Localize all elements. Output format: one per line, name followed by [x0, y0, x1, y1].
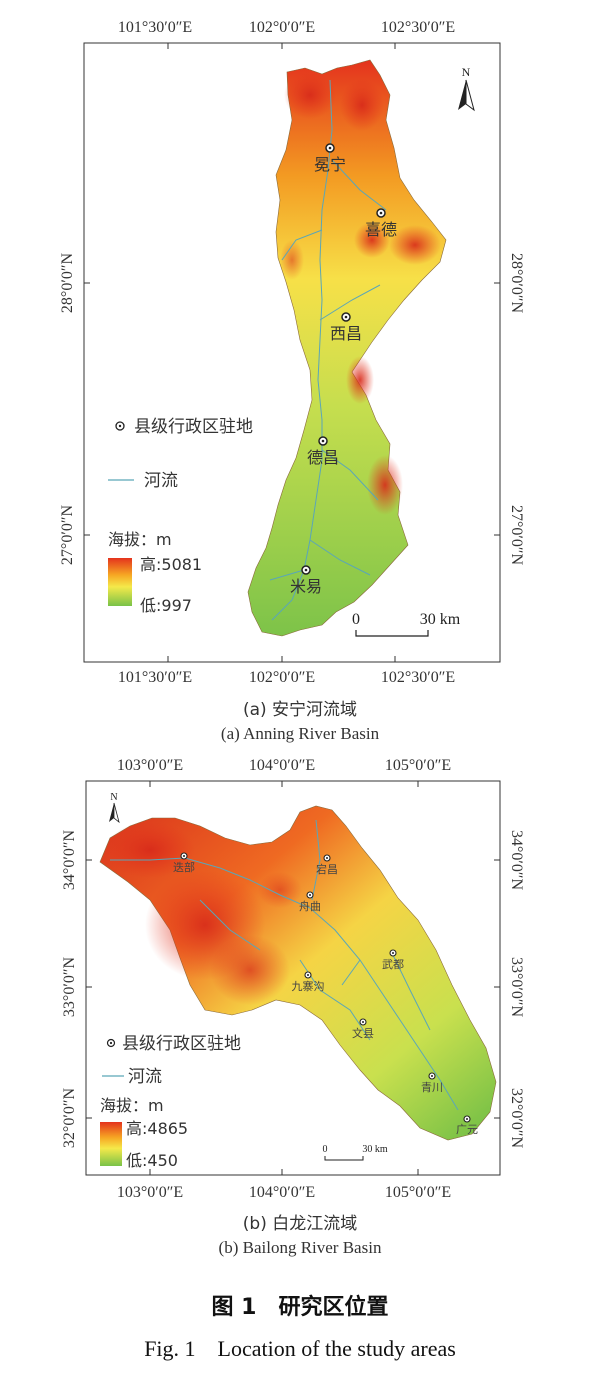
map-bailong: 103°0′0″E 104°0′0″E 105°0′0″E 103°0′0″E …	[61, 757, 525, 1201]
map-a-scale-bar: 0 30 km	[352, 611, 461, 637]
town-xichang: 西昌	[330, 312, 362, 343]
map-b-bottom-lon-3: 105°0′0″E	[385, 1184, 451, 1201]
town-zhouqu: 舟曲	[299, 891, 321, 913]
map-b-right-lat-3: 32°0′0″N	[508, 1088, 525, 1149]
map-b-ticks	[86, 781, 500, 1175]
legend-seat-label: 县级行政区驻地	[134, 417, 253, 437]
town-dangchang: 宕昌	[316, 854, 338, 876]
svg-text:0: 0	[352, 611, 360, 628]
map-a-caption-en: (a) Anning River Basin	[221, 724, 380, 743]
map-a-bottom-lon-2: 102°0′0″E	[249, 669, 315, 686]
map-b-right-lat-2: 33°0′0″N	[508, 957, 525, 1018]
town-wenxian: 文县	[352, 1018, 374, 1040]
map-b-left-lat-2: 33°0′0″N	[61, 957, 78, 1018]
map-b-left-lat-1: 34°0′0″N	[61, 830, 78, 891]
svg-text:0: 0	[323, 1144, 328, 1155]
town-wudu: 武都	[382, 949, 404, 971]
legend-b-elev-title: 海拔：m	[100, 1096, 164, 1115]
svg-text:喜德: 喜德	[365, 220, 397, 239]
svg-text:德昌: 德昌	[307, 448, 339, 467]
map-a-left-lat-2: 27°0′0″N	[59, 505, 76, 566]
svg-text:西昌: 西昌	[330, 324, 362, 343]
map-b-towns: 迭部 宕昌 舟曲 武都 九寨沟 文县	[173, 852, 478, 1136]
town-miyi: 米易	[290, 565, 322, 596]
legend-b-seat-label: 县级行政区驻地	[122, 1034, 241, 1054]
map-a-right-lat-2: 27°0′0″N	[508, 505, 525, 566]
svg-text:文县: 文县	[352, 1026, 374, 1040]
town-mianning: 冕宁	[314, 143, 346, 174]
legend-b-high-label: 高:4865	[126, 1119, 188, 1138]
svg-text:武都: 武都	[382, 958, 404, 971]
legend-low-label: 低:997	[140, 596, 192, 615]
legend-b-low-label: 低:450	[126, 1151, 178, 1170]
legend-elev-title: 海拔：m	[108, 530, 172, 549]
svg-text:米易: 米易	[290, 577, 322, 596]
map-b-top-lon-3: 105°0′0″E	[385, 757, 451, 774]
town-dechang: 德昌	[307, 436, 339, 467]
map-b-left-lat-3: 32°0′0″N	[61, 1088, 78, 1149]
map-a-bottom-lon-3: 102°30′0″E	[381, 669, 455, 686]
svg-text:青川: 青川	[421, 1081, 443, 1094]
map-b-caption-en: (b) Bailong River Basin	[219, 1238, 382, 1257]
map-b-north-arrow: N	[109, 792, 120, 824]
map-a-top-lon-2: 102°0′0″E	[249, 19, 315, 36]
town-qingchuan: 青川	[421, 1072, 443, 1094]
map-a-relief	[280, 71, 441, 515]
map-b-bottom-lon-2: 104°0′0″E	[249, 1184, 315, 1201]
map-b-relief	[105, 822, 302, 1005]
svg-text:迭部: 迭部	[173, 860, 195, 874]
svg-text:九寨沟: 九寨沟	[292, 979, 325, 993]
map-a-legend: 县级行政区驻地 河流 海拔：m 高:5081 低:997	[108, 417, 253, 615]
legend-river-label: 河流	[144, 471, 178, 491]
map-a-caption-cn: (a) 安宁河流域	[243, 700, 357, 720]
svg-text:30 km: 30 km	[362, 1144, 388, 1155]
map-b-bottom-lon-1: 103°0′0″E	[117, 1184, 183, 1201]
legend-b-elev-ramp	[100, 1122, 122, 1166]
legend-elev-ramp	[108, 558, 132, 606]
map-b-top-lon-1: 103°0′0″E	[117, 757, 183, 774]
map-a-rivers	[269, 79, 387, 621]
map-a-bottom-lon-1: 101°30′0″E	[118, 669, 192, 686]
town-xide: 喜德	[365, 208, 397, 239]
legend-b-river-label: 河流	[128, 1067, 162, 1087]
map-a-left-lat-1: 28°0′0″N	[59, 253, 76, 314]
map-a-ticks	[84, 43, 500, 662]
svg-text:宕昌: 宕昌	[316, 862, 338, 876]
town-diebu: 迭部	[173, 852, 195, 874]
figure-title-cn: 图 1 研究区位置	[212, 1294, 389, 1320]
map-anning: 101°30′0″E 102°0′0″E 102°30′0″E 101°30′0…	[59, 19, 525, 686]
map-a-right-lat-1: 28°0′0″N	[508, 253, 525, 314]
svg-text:N: N	[110, 792, 117, 803]
map-a-top-lon-1: 101°30′0″E	[118, 19, 192, 36]
svg-text:冕宁: 冕宁	[314, 155, 346, 174]
map-b-right-lat-1: 34°0′0″N	[508, 830, 525, 891]
map-b-caption-cn: (b) 白龙江流域	[243, 1214, 357, 1234]
map-b-top-lon-2: 104°0′0″E	[249, 757, 315, 774]
town-jiuzhaigou: 九寨沟	[292, 971, 325, 993]
map-a-towns: 冕宁 喜德 西昌 德昌 米易	[290, 143, 397, 596]
legend-high-label: 高:5081	[140, 555, 202, 574]
town-guangyuan: 广元	[456, 1115, 478, 1136]
figure-title-en: Fig. 1 Location of the study areas	[144, 1336, 456, 1361]
legend-seat-symbol	[115, 421, 125, 431]
svg-text:舟曲: 舟曲	[299, 899, 321, 913]
map-b-legend: 县级行政区驻地 河流 海拔：m 高:4865 低:450	[100, 1034, 241, 1170]
svg-text:30 km: 30 km	[420, 611, 461, 628]
map-b-scale-bar: 0 30 km	[323, 1144, 388, 1161]
svg-text:广元: 广元	[456, 1123, 478, 1136]
north-label: N	[462, 65, 471, 79]
map-a-top-lon-3: 102°30′0″E	[381, 19, 455, 36]
map-a-north-arrow: N	[458, 65, 475, 112]
